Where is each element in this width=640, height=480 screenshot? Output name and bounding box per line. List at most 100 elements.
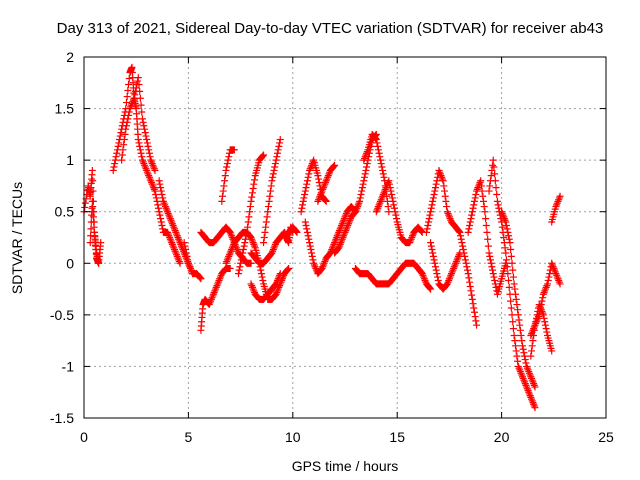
- data-point: [476, 178, 484, 186]
- data-point: [535, 301, 543, 309]
- data-point: [428, 246, 436, 254]
- data-point: [352, 206, 360, 214]
- data-point: [127, 101, 135, 109]
- series-arc-28: [498, 208, 539, 391]
- data-point: [170, 244, 178, 252]
- data-point: [303, 177, 311, 185]
- data-point: [489, 161, 497, 169]
- data-point: [321, 180, 329, 188]
- data-point: [337, 223, 345, 231]
- data-point: [430, 191, 438, 199]
- grid-lines: [84, 57, 606, 418]
- data-point: [336, 225, 344, 233]
- data-point: [406, 237, 414, 245]
- data-point: [173, 232, 181, 240]
- data-point: [343, 223, 351, 231]
- data-point: [315, 175, 323, 183]
- data-point: [479, 192, 487, 200]
- data-point: [215, 276, 223, 284]
- series-arc-11: [235, 151, 268, 278]
- data-point: [122, 99, 130, 107]
- data-point: [125, 111, 133, 119]
- data-point: [406, 239, 414, 247]
- data-point: [447, 271, 455, 279]
- data-point: [530, 400, 538, 408]
- data-point: [164, 209, 172, 217]
- data-point: [307, 163, 315, 171]
- data-point: [484, 242, 492, 250]
- data-point: [543, 328, 551, 336]
- data-point: [124, 115, 132, 123]
- data-point: [129, 98, 137, 106]
- data-point: [322, 197, 330, 205]
- data-point: [167, 216, 175, 224]
- data-point: [507, 297, 515, 305]
- data-point: [299, 201, 307, 209]
- data-point: [500, 215, 508, 223]
- data-point: [528, 395, 536, 403]
- data-point: [245, 213, 253, 221]
- data-point: [439, 177, 447, 185]
- data-point: [548, 261, 556, 269]
- data-point: [408, 234, 416, 241]
- data-point: [163, 206, 171, 214]
- data-point: [150, 184, 158, 192]
- data-point: [238, 252, 246, 260]
- data-point: [142, 132, 150, 140]
- data-point: [186, 264, 194, 272]
- data-point: [502, 249, 510, 257]
- data-point: [81, 203, 89, 211]
- data-point: [541, 287, 549, 295]
- data-point: [509, 273, 517, 281]
- x-tick-label: 0: [80, 429, 88, 445]
- data-point: [160, 199, 168, 207]
- data-point: [473, 185, 481, 193]
- data-point: [158, 191, 166, 199]
- data-point: [429, 252, 437, 260]
- data-point: [556, 280, 564, 288]
- data-point: [493, 197, 501, 205]
- data-point: [144, 142, 152, 150]
- x-tick-label: 5: [185, 429, 193, 445]
- data-point: [502, 218, 510, 226]
- data-point: [318, 187, 326, 195]
- data-point: [509, 318, 517, 326]
- data-point: [419, 271, 427, 279]
- data-point: [452, 259, 460, 267]
- data-point: [273, 153, 281, 161]
- data-point: [351, 208, 359, 216]
- data-point: [269, 247, 277, 255]
- data-point: [541, 321, 549, 329]
- data-point: [249, 285, 257, 293]
- data-point: [377, 160, 385, 168]
- data-point: [134, 136, 142, 144]
- data-point: [507, 246, 515, 254]
- data-point: [220, 182, 228, 190]
- data-point: [429, 249, 437, 257]
- data-point: [362, 151, 370, 159]
- data-point: [525, 390, 533, 398]
- data-point: [226, 228, 234, 236]
- data-point: [433, 177, 441, 185]
- data-point: [531, 321, 539, 329]
- data-point: [261, 228, 269, 236]
- data-point: [136, 94, 144, 102]
- data-point: [539, 309, 547, 317]
- data-point: [390, 201, 398, 209]
- data-point: [127, 103, 135, 111]
- data-point: [531, 404, 539, 412]
- data-point: [159, 197, 167, 205]
- data-point: [481, 208, 489, 216]
- data-point: [363, 163, 371, 171]
- data-point: [248, 283, 256, 291]
- data-point: [371, 134, 379, 142]
- data-point: [445, 211, 453, 219]
- data-point: [331, 239, 339, 247]
- data-point: [541, 318, 549, 326]
- data-point: [483, 228, 491, 236]
- data-point: [306, 166, 314, 174]
- data-point: [469, 204, 477, 212]
- data-point: [490, 163, 498, 171]
- data-point: [250, 240, 258, 248]
- data-point: [443, 208, 451, 216]
